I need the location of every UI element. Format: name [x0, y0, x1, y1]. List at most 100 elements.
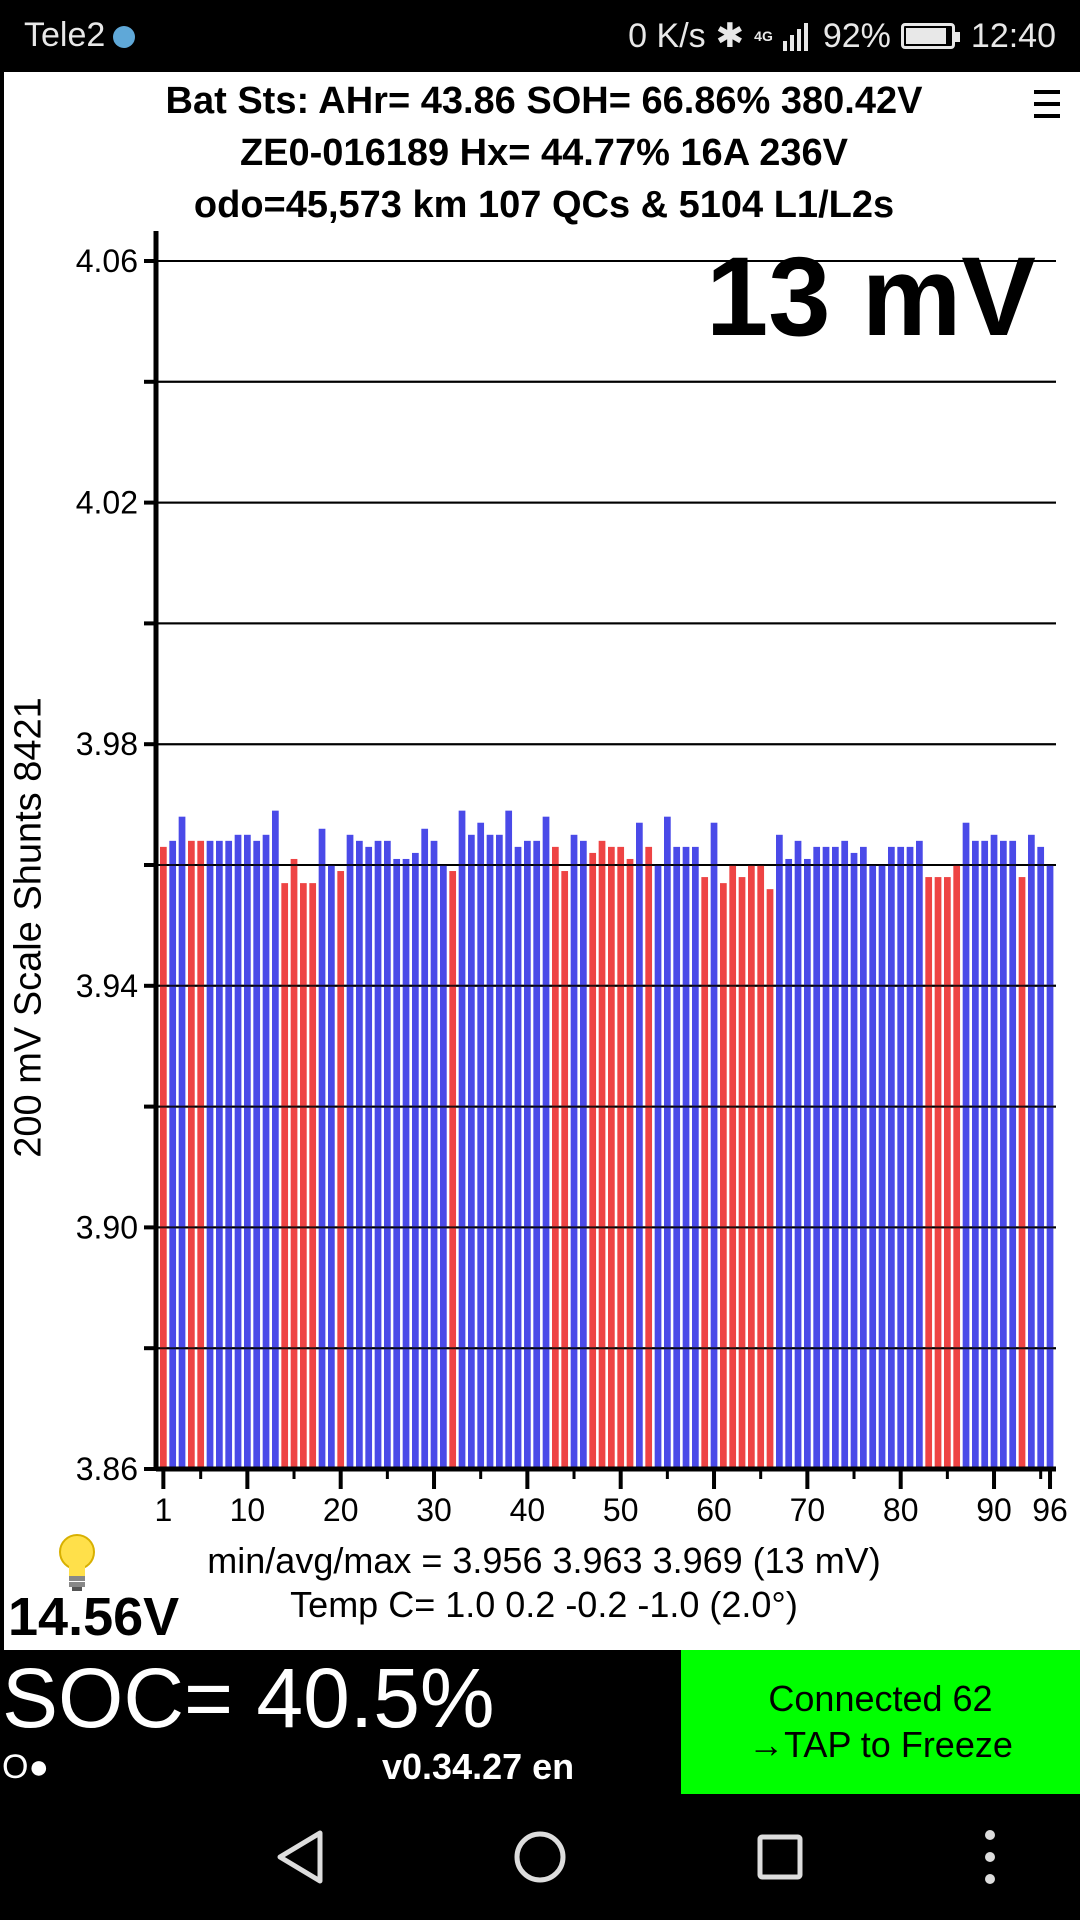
cell-bar [664, 816, 671, 1469]
cell-bar [738, 877, 746, 1469]
cell-bar [673, 846, 681, 1469]
cell-bar [850, 852, 858, 1469]
cell-bar [580, 840, 587, 1469]
recents-icon[interactable] [750, 1795, 810, 1920]
cell-bar [916, 840, 923, 1469]
cell-bar [944, 877, 951, 1469]
cell-bar [598, 840, 606, 1469]
y-tick-label: 3.94 [76, 968, 138, 1004]
cell-bar [636, 822, 643, 1469]
app-content[interactable]: Bat Sts: AHr= 43.86 SOH= 66.86% 380.42V … [0, 72, 1080, 1650]
cell-bar [776, 834, 783, 1469]
status-bar: Tele2 0 K/s ✱ 4G 92% 12:40 [0, 0, 1080, 72]
cell-bar [412, 852, 419, 1469]
back-icon[interactable] [270, 1795, 330, 1920]
cell-bar [878, 865, 886, 1469]
cell-bar [804, 858, 811, 1469]
cell-bar [608, 846, 615, 1469]
lightbulb-icon[interactable] [54, 1532, 100, 1592]
battery-percent: 92% [822, 16, 891, 55]
cell-bar [542, 816, 550, 1469]
cell-bar [524, 840, 531, 1469]
cell-bar [440, 865, 447, 1469]
aux-battery-voltage: 14.56V [8, 1587, 180, 1647]
connect-freeze-button[interactable]: Connected 62 →TAP to Freeze [681, 1650, 1080, 1794]
cell-bar [1018, 877, 1026, 1469]
signal-icon [782, 23, 808, 51]
cell-bar [906, 846, 914, 1469]
cell-bar [897, 846, 905, 1469]
cell-bar [766, 889, 774, 1469]
cell-bar [458, 810, 466, 1469]
min-avg-max: min/avg/max = 3.956 3.963 3.969 (13 mV) [207, 1540, 881, 1581]
cell-bar [421, 828, 429, 1469]
cell-bar [589, 852, 597, 1469]
cell-bar [757, 865, 765, 1469]
cell-bar [328, 865, 335, 1469]
cell-bar [468, 834, 475, 1469]
cell-bar [244, 834, 251, 1469]
cell-bar [533, 840, 541, 1469]
cell-bar [1009, 840, 1017, 1469]
cell-bar [1046, 865, 1054, 1469]
cell-bar [393, 858, 401, 1469]
more-options-icon[interactable] [970, 1795, 1010, 1920]
cell-voltage-chart[interactable]: 4.06 4.02 3.98 3.94 3.90 3.86 1 10 20 30 40 50 60 70 8… [4, 72, 1080, 1650]
x-tick-label: 96 [1032, 1492, 1068, 1528]
cell-bar [188, 840, 195, 1469]
y-tick-label: 3.90 [76, 1209, 138, 1245]
cell-bar [654, 865, 662, 1469]
odometer-line: odo=45,573 km 107 QCs & 5104 L1/L2s [193, 184, 895, 226]
cell-bar [318, 828, 326, 1469]
cell-bar [981, 840, 989, 1469]
navigation-bar [0, 1795, 1080, 1920]
cell-bar [822, 846, 830, 1469]
y-axis-label: 200 mV Scale Shunts 8421 [7, 697, 50, 1158]
menu-icon[interactable] [1034, 90, 1060, 120]
cell-bar [841, 840, 849, 1469]
cell-bar [888, 846, 895, 1469]
x-tick-label: 60 [696, 1492, 732, 1528]
cell-bar [729, 865, 737, 1469]
x-tick-label: 20 [323, 1492, 359, 1528]
cell-bar [160, 846, 167, 1469]
cell-bar [402, 858, 410, 1469]
cell-bar [169, 840, 177, 1469]
cell-bar [1037, 846, 1045, 1469]
cell-bar [962, 822, 970, 1469]
cell-bar [337, 871, 345, 1469]
temperature-readings: Temp C= 1.0 0.2 -0.2 -1.0 (2.0°) [290, 1584, 798, 1625]
x-tick-label: 40 [510, 1492, 546, 1528]
cell-bar [384, 840, 391, 1469]
x-tick-label: 90 [976, 1492, 1012, 1528]
cell-bar [262, 834, 270, 1469]
status-icons: 0 K/s ✱ 4G 92% 12:40 [628, 16, 1056, 56]
cell-bar [869, 865, 877, 1469]
cell-bar [972, 840, 979, 1469]
state-of-charge: SOC= 40.5% [2, 1651, 495, 1745]
x-tick-label: 70 [790, 1492, 826, 1528]
home-icon[interactable] [510, 1795, 570, 1920]
cell-bar [272, 810, 279, 1469]
cell-bar [225, 840, 233, 1469]
cell-bar [365, 846, 373, 1469]
carrier: Tele2 [24, 16, 136, 55]
x-tick-label: 1 [154, 1492, 172, 1528]
x-tick-label: 10 [230, 1492, 266, 1528]
cell-bar [617, 846, 625, 1469]
y-tick-label: 3.98 [76, 726, 138, 762]
cell-bar [748, 865, 755, 1469]
vin-line: ZE0-016189 Hx= 44.77% 16A 236V [239, 132, 849, 174]
connection-status: Connected 62 [768, 1678, 993, 1719]
y-tick-label: 4.02 [76, 485, 138, 521]
cell-bar [290, 858, 298, 1469]
tap-to-freeze-label: →TAP to Freeze [748, 1724, 1013, 1765]
cell-bar [374, 840, 382, 1469]
status-indicator: O● [2, 1748, 49, 1786]
cell-bar [925, 877, 933, 1469]
cell-bar [860, 846, 867, 1469]
cell-bar [300, 883, 307, 1469]
cell-bar [197, 840, 205, 1469]
cell-bar [692, 846, 699, 1469]
cell-bar [356, 840, 363, 1469]
